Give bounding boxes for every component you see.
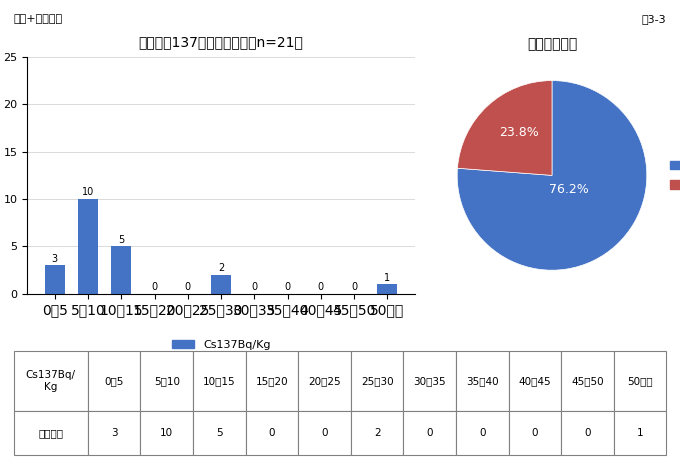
Text: 0: 0 xyxy=(318,282,324,292)
Text: 15～20: 15～20 xyxy=(256,376,288,386)
Bar xyxy=(193,411,245,455)
Bar xyxy=(614,411,666,455)
Text: 40～45: 40～45 xyxy=(519,376,551,386)
Bar xyxy=(141,411,193,455)
Bar xyxy=(141,351,193,411)
Text: 一般+学校検診: 一般+学校検診 xyxy=(14,14,63,24)
Bar xyxy=(193,351,245,411)
Text: 3: 3 xyxy=(111,428,118,438)
Bar xyxy=(112,246,131,294)
Text: 0: 0 xyxy=(426,428,433,438)
Text: 0: 0 xyxy=(351,282,357,292)
Bar xyxy=(403,411,456,455)
Text: 0: 0 xyxy=(269,428,275,438)
Bar xyxy=(14,351,88,411)
Bar xyxy=(245,411,299,455)
Text: 0: 0 xyxy=(252,282,258,292)
Bar xyxy=(561,351,614,411)
Title: セシウム137検出の比較　（n=21）: セシウム137検出の比較 （n=21） xyxy=(139,35,303,49)
Text: 10: 10 xyxy=(82,187,95,197)
Bar xyxy=(614,351,666,411)
Bar xyxy=(45,265,65,294)
Bar xyxy=(211,275,231,294)
Text: 0: 0 xyxy=(584,428,591,438)
Bar xyxy=(509,411,561,455)
Bar xyxy=(561,411,614,455)
Text: 45～50: 45～50 xyxy=(571,376,604,386)
Text: 0: 0 xyxy=(185,282,191,292)
Wedge shape xyxy=(458,81,552,175)
Text: 0: 0 xyxy=(532,428,538,438)
Title: 検出別男女比: 検出別男女比 xyxy=(527,37,577,52)
Text: 2: 2 xyxy=(218,263,224,273)
Text: 76.2%: 76.2% xyxy=(549,183,589,196)
Text: Cs137Bq/
Kg: Cs137Bq/ Kg xyxy=(26,370,75,392)
Text: 5: 5 xyxy=(216,428,222,438)
Text: 30～35: 30～35 xyxy=(413,376,446,386)
Bar xyxy=(299,411,351,455)
Text: 2: 2 xyxy=(374,428,380,438)
Text: 25～30: 25～30 xyxy=(361,376,394,386)
Bar xyxy=(88,411,141,455)
Bar xyxy=(14,411,88,455)
Text: 5～10: 5～10 xyxy=(154,376,180,386)
Text: 5: 5 xyxy=(118,235,124,245)
Text: 50以上: 50以上 xyxy=(627,376,653,386)
Wedge shape xyxy=(457,81,647,270)
Text: 1: 1 xyxy=(384,273,390,283)
Bar xyxy=(351,411,403,455)
Bar xyxy=(245,351,299,411)
Legend: 男, 女: 男, 女 xyxy=(665,154,680,197)
Text: 35～40: 35～40 xyxy=(466,376,498,386)
Text: 3: 3 xyxy=(52,254,58,264)
Text: 1: 1 xyxy=(636,428,643,438)
Bar xyxy=(509,351,561,411)
Text: 0: 0 xyxy=(285,282,291,292)
Bar xyxy=(351,351,403,411)
Bar xyxy=(456,411,509,455)
Bar xyxy=(78,199,98,294)
Text: 0: 0 xyxy=(321,428,328,438)
Bar xyxy=(456,351,509,411)
Text: 検出人数: 検出人数 xyxy=(38,428,63,438)
Bar xyxy=(403,351,456,411)
Bar xyxy=(377,284,397,294)
Bar xyxy=(299,351,351,411)
Text: 図3-3: 図3-3 xyxy=(642,14,666,24)
Text: 20～25: 20～25 xyxy=(308,376,341,386)
Bar xyxy=(88,351,141,411)
Text: 23.8%: 23.8% xyxy=(499,126,539,139)
Text: 10～15: 10～15 xyxy=(203,376,236,386)
Text: 0～5: 0～5 xyxy=(105,376,124,386)
Text: 0: 0 xyxy=(152,282,158,292)
Text: 0: 0 xyxy=(479,428,486,438)
Legend: Cs137Bq/Kg: Cs137Bq/Kg xyxy=(167,336,275,355)
Text: 10: 10 xyxy=(160,428,173,438)
